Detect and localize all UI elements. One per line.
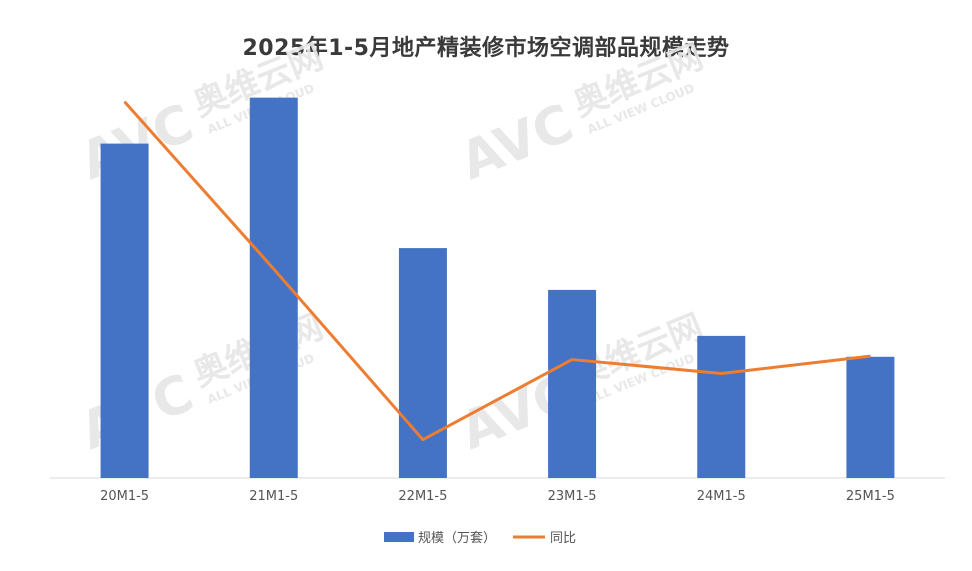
watermark-logo: AVC [452,93,581,192]
line-point [869,355,871,357]
line-point [720,373,722,374]
legend-line-label: 同比 [550,531,576,546]
x-tick-label: 23M1-5 [548,489,597,504]
bar [100,143,149,478]
x-tick-label: 24M1-5 [697,489,746,504]
line-point [273,268,275,270]
x-tick-labels: 20M1-5 21M1-5 22M1-5 23M1-5 24M1-5 25M1-5 [100,489,895,504]
yoy-line [123,100,871,442]
legend-bar-swatch [384,532,414,542]
line-series-group [123,100,871,442]
legend: 规模（万套） 同比 [384,530,576,546]
bar [548,289,597,478]
line-point [124,101,126,103]
x-tick-label: 20M1-5 [100,489,149,504]
line-point [422,439,424,441]
bar [398,248,447,478]
x-tick-label: 22M1-5 [398,489,447,504]
line-point [571,359,573,361]
chart-title: 2025年1-5月地产精装修市场空调部品规模走势 [242,36,730,61]
x-tick-label: 21M1-5 [249,489,298,504]
x-tick-label: 25M1-5 [846,489,895,504]
bar [697,335,746,478]
bar [846,356,895,478]
legend-bar-label: 规模（万套） [418,530,496,546]
